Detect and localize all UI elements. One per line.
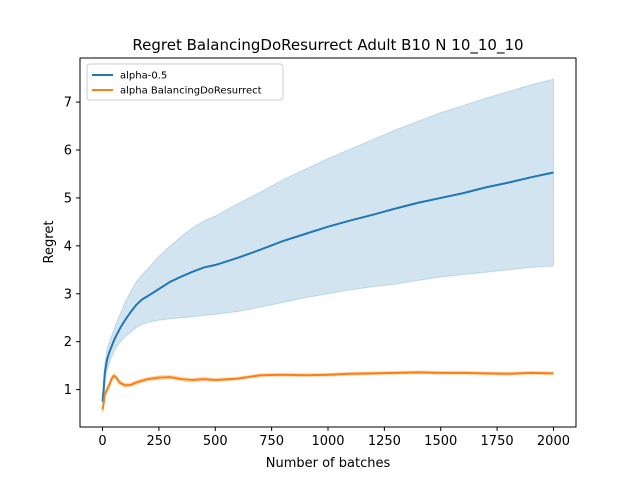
x-axis-title: Number of batches <box>266 456 391 471</box>
y-tick-label: 5 <box>64 191 72 206</box>
y-tick-label: 4 <box>64 239 72 254</box>
x-tick-label: 1000 <box>311 434 344 449</box>
x-tick-label: 0 <box>98 434 106 449</box>
plot-area <box>101 78 554 413</box>
y-tick-label: 2 <box>64 335 72 350</box>
series-1-line <box>101 371 554 410</box>
y-tick-label: 6 <box>64 144 72 159</box>
x-tick-label: 750 <box>259 434 284 449</box>
x-tick-label: 1500 <box>424 434 457 449</box>
chart-title: Regret BalancingDoResurrect Adult B10 N … <box>132 36 523 55</box>
x-tick-label: 250 <box>146 434 171 449</box>
legend-label-1: alpha BalancingDoResurrect <box>120 86 262 97</box>
axes: 0 250 500 750 1000 1250 1500 1750 2000 1 2 3 4 5 6 7 <box>64 57 577 449</box>
x-tick-label: 500 <box>203 434 228 449</box>
legend-label-0: alpha-0.5 <box>120 71 167 82</box>
x-tick-label: 1750 <box>481 434 514 449</box>
legend: alpha-0.5 alpha BalancingDoResurrect <box>86 63 284 101</box>
series-1-confidence-band <box>102 370 554 413</box>
series-0-confidence-band <box>102 78 554 407</box>
y-tick-label: 3 <box>64 287 72 302</box>
y-tick-label: 1 <box>64 383 72 398</box>
y-axis-title: Regret <box>42 221 57 264</box>
x-tick-label: 1250 <box>368 434 401 449</box>
series-0-line <box>101 171 554 402</box>
y-tick-label: 7 <box>64 96 72 111</box>
x-tick-label: 2000 <box>537 434 570 449</box>
legend-box <box>86 63 284 101</box>
